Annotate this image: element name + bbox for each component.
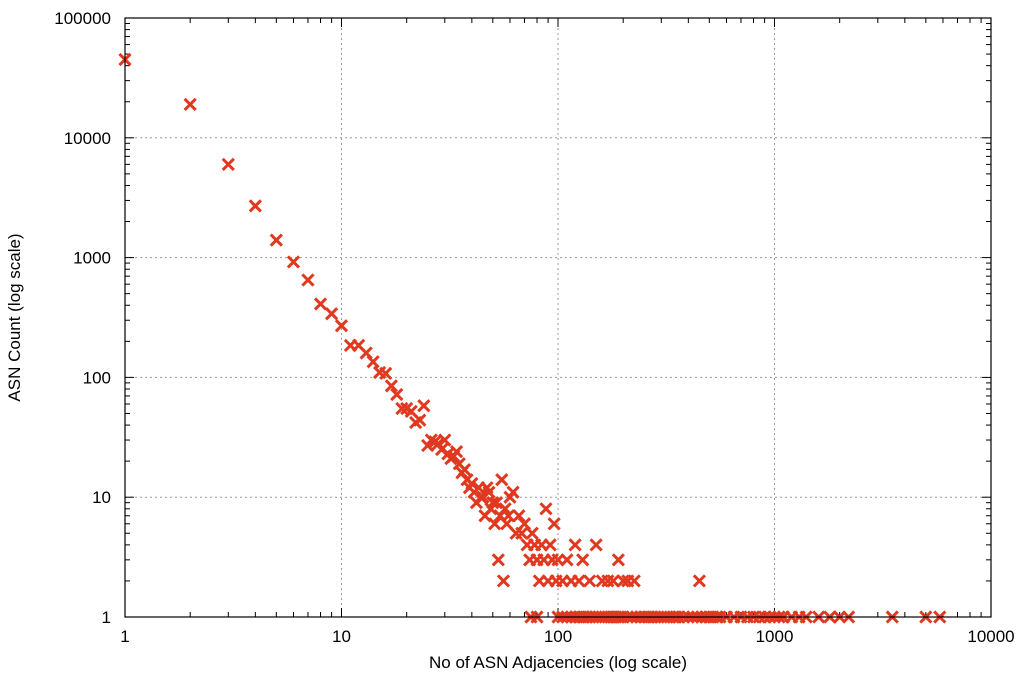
data-point <box>269 233 283 247</box>
data-point <box>324 307 339 321</box>
data-point <box>560 553 574 567</box>
y-tick-label: 100 <box>83 368 111 387</box>
data-point <box>438 433 452 447</box>
data-point <box>486 496 500 510</box>
data-point <box>301 273 315 287</box>
data-point <box>491 553 505 567</box>
data-point <box>551 553 565 567</box>
data-point <box>506 485 520 499</box>
data-point <box>583 574 597 588</box>
x-tick-label: 1000 <box>756 627 794 646</box>
data-point <box>384 379 399 393</box>
data-point <box>611 553 625 567</box>
data-point <box>313 297 328 311</box>
grid <box>125 18 991 617</box>
data-point <box>390 387 404 402</box>
x-axis-title: No of ASN Adjacencies (log scale) <box>429 653 687 672</box>
data-point <box>525 526 539 540</box>
y-tick-label: 10000 <box>64 129 111 148</box>
y-tick-label: 1 <box>102 608 111 627</box>
data-point <box>543 538 557 552</box>
data-point <box>248 199 262 213</box>
data-point <box>517 517 532 531</box>
data-point <box>568 538 582 552</box>
data-point <box>589 538 603 552</box>
data-point <box>576 553 590 567</box>
data-point <box>692 574 707 588</box>
data-points <box>118 52 947 624</box>
data-point <box>512 509 526 523</box>
axis-ticks <box>124 17 992 618</box>
y-tick-label: 100000 <box>54 9 111 28</box>
data-point <box>555 574 570 588</box>
y-tick-label: 10 <box>92 488 111 507</box>
y-tick-label: 1000 <box>73 249 111 268</box>
data-point <box>457 462 472 477</box>
data-point <box>606 574 620 588</box>
data-point <box>431 437 445 451</box>
data-point <box>572 574 586 588</box>
x-tick-label: 1 <box>120 627 129 646</box>
data-point <box>449 445 464 459</box>
y-axis-tick-labels: 1 10 100 1000 10000 100000 <box>54 9 111 627</box>
data-point <box>472 481 486 495</box>
data-point <box>334 319 349 333</box>
data-point <box>221 157 235 171</box>
y-axis-title: ASN Count (log scale) <box>5 233 24 401</box>
data-point <box>547 517 561 531</box>
data-point <box>404 404 418 419</box>
data-point <box>501 509 516 523</box>
data-point <box>537 553 551 567</box>
data-point <box>366 355 380 369</box>
data-point <box>539 502 553 516</box>
plot-area <box>124 17 992 618</box>
data-point <box>498 502 512 516</box>
x-tick-label: 10000 <box>967 627 1014 646</box>
data-point <box>488 517 502 531</box>
data-point <box>482 485 496 499</box>
data-point <box>627 574 641 588</box>
x-tick-label: 10 <box>332 627 351 646</box>
data-point <box>534 538 549 552</box>
data-point <box>515 526 529 540</box>
x-tick-label: 100 <box>544 627 572 646</box>
data-point <box>496 574 511 588</box>
data-point <box>183 97 197 112</box>
data-point <box>286 255 301 269</box>
data-point <box>343 338 358 353</box>
data-point <box>417 399 431 413</box>
data-point <box>495 473 509 487</box>
data-point <box>532 574 546 588</box>
data-point <box>379 366 393 381</box>
data-point <box>489 496 504 510</box>
x-axis-tick-labels: 1 10 100 1000 10000 <box>120 627 1014 646</box>
data-point <box>413 413 427 427</box>
